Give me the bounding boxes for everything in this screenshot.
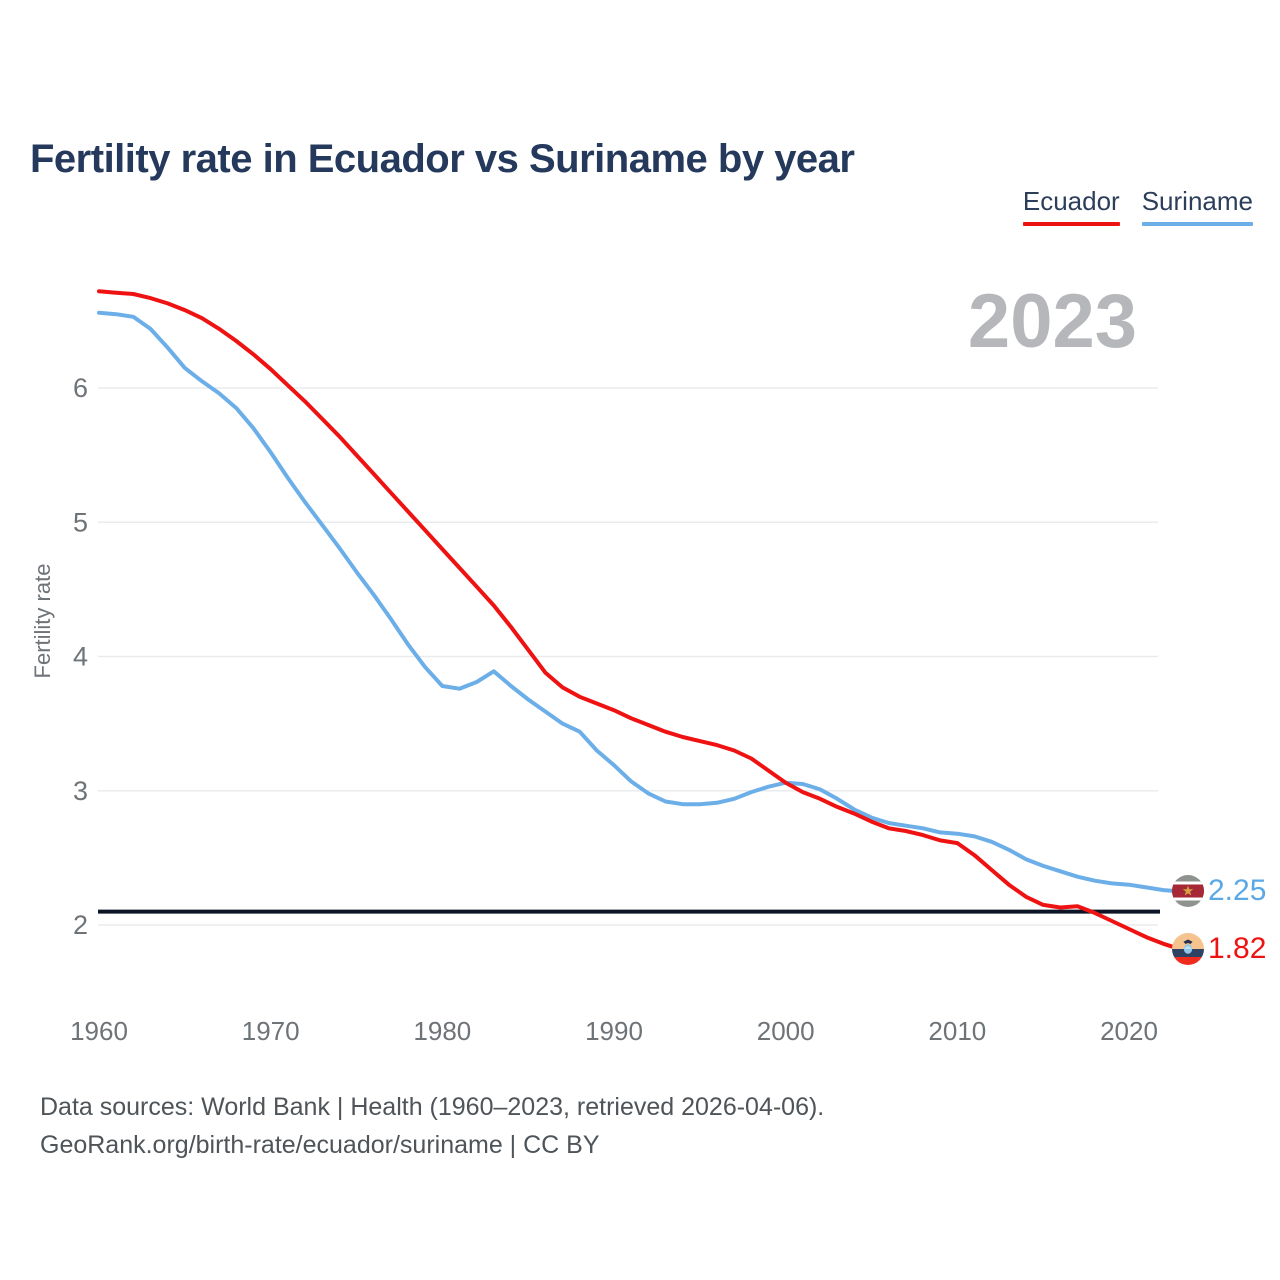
svg-text:5: 5 (73, 507, 88, 537)
legend-color-suriname (1141, 222, 1253, 226)
legend: Ecuador Suriname (1022, 186, 1253, 226)
suriname-end-value: 2.25 (1208, 874, 1267, 907)
svg-text:4: 4 (73, 642, 88, 672)
svg-text:1990: 1990 (585, 1016, 643, 1046)
legend-item-suriname[interactable]: Suriname (1141, 186, 1253, 226)
svg-text:2000: 2000 (757, 1016, 815, 1046)
svg-text:6: 6 (73, 373, 88, 403)
ecuador-end-value: 1.82 (1208, 932, 1267, 965)
svg-text:1960: 1960 (70, 1016, 128, 1046)
ecuador-flag-icon (1172, 933, 1204, 965)
page-title: Fertility rate in Ecuador vs Suriname by… (30, 136, 855, 181)
svg-text:1970: 1970 (242, 1016, 300, 1046)
legend-label-suriname: Suriname (1141, 186, 1253, 216)
svg-text:1980: 1980 (413, 1016, 471, 1046)
svg-text:2010: 2010 (928, 1016, 986, 1046)
svg-text:2: 2 (73, 910, 88, 940)
svg-text:2020: 2020 (1100, 1016, 1158, 1046)
footer: Data sources: World Bank | Health (1960–… (40, 1088, 824, 1164)
svg-text:3: 3 (73, 776, 88, 806)
legend-item-ecuador[interactable]: Ecuador (1022, 186, 1120, 226)
legend-label-ecuador: Ecuador (1022, 186, 1120, 216)
suriname-flag-icon (1172, 875, 1204, 907)
footer-sources: Data sources: World Bank | Health (1960–… (40, 1093, 825, 1121)
footer-attribution: GeoRank.org/birth-rate/ecuador/suriname … (40, 1131, 600, 1159)
watermark-year: 2023 (967, 279, 1137, 364)
legend-color-ecuador (1022, 222, 1120, 226)
